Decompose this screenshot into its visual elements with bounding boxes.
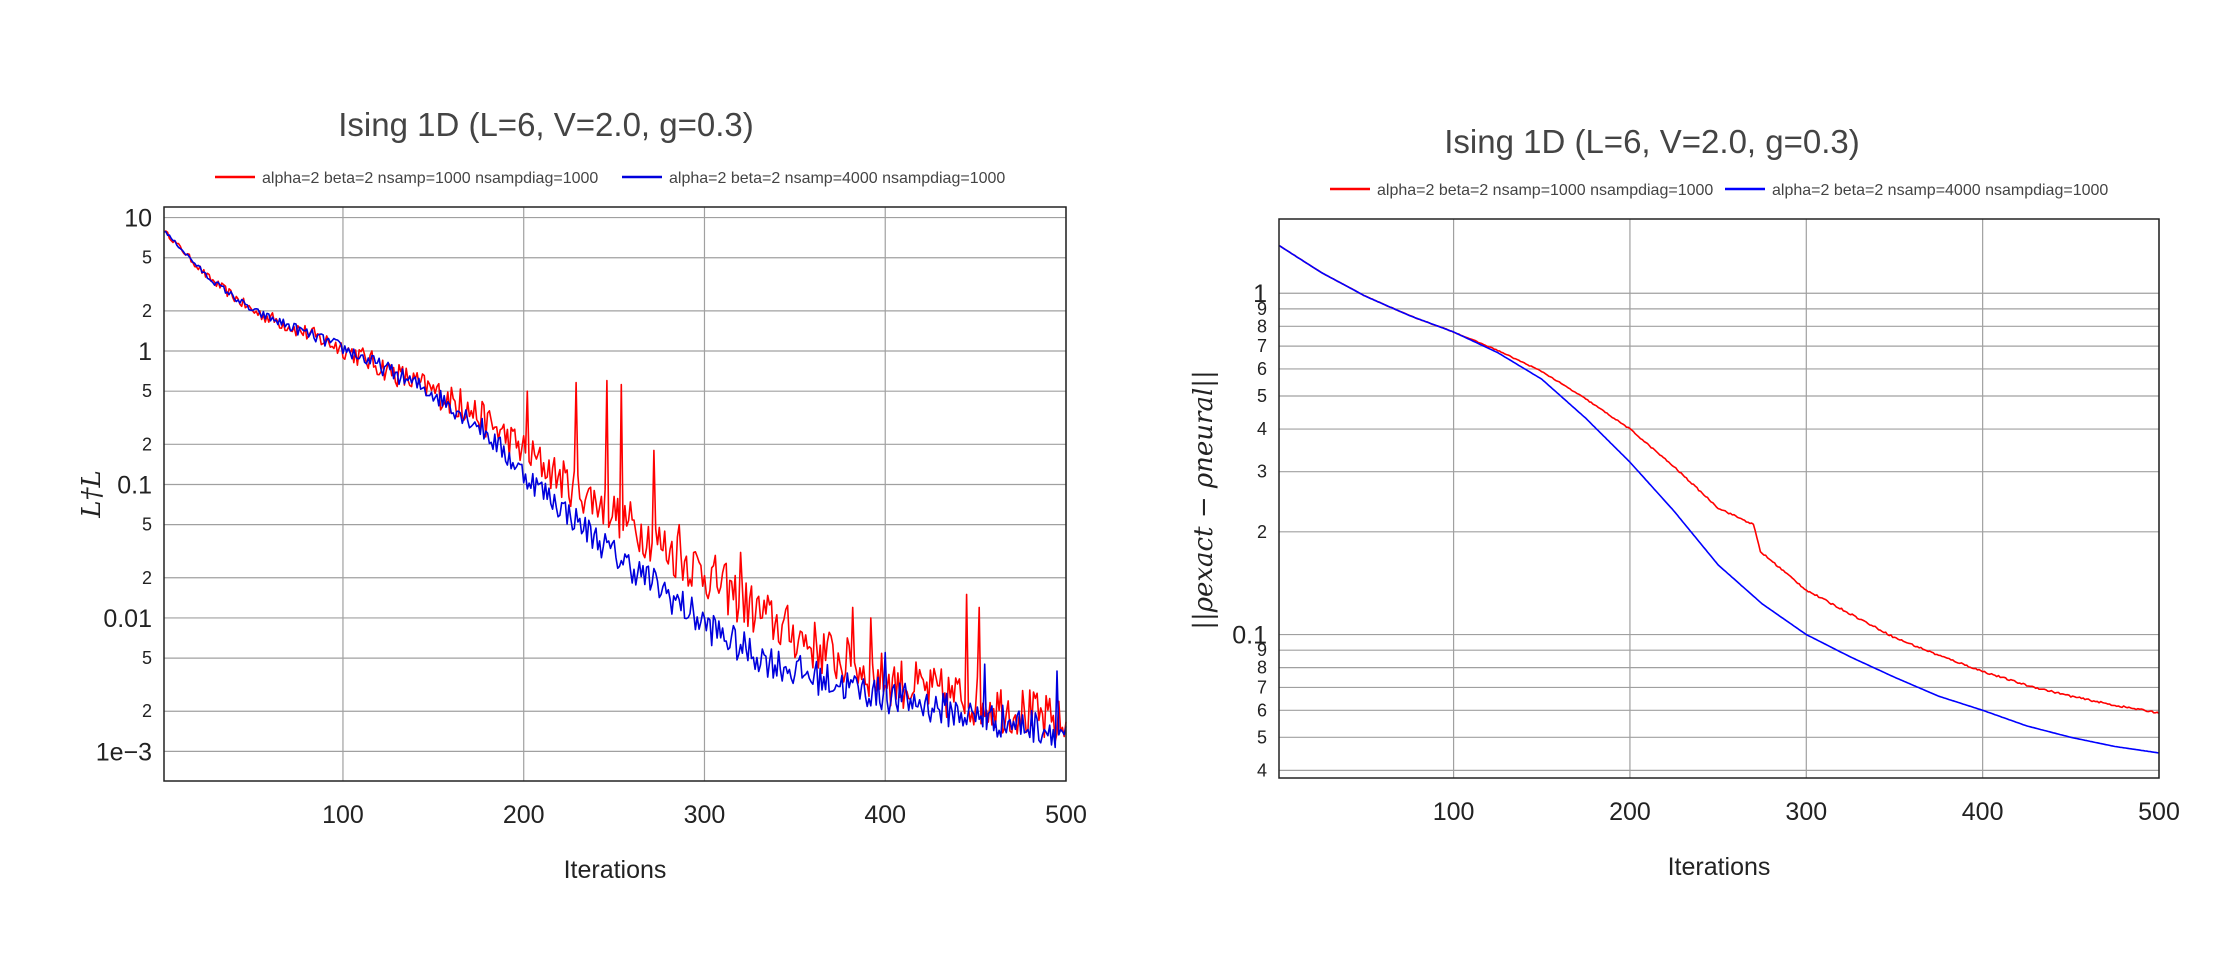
chart-left-legend: alpha=2 beta=2 nsamp=1000 nsampdiag=1000…	[215, 170, 1005, 187]
y-tick-label: 0.1	[1232, 622, 1267, 650]
series-line-blue	[1278, 244, 2160, 754]
legend-label-red: alpha=2 beta=2 nsamp=1000 nsampdiag=1000	[1377, 182, 1713, 199]
chart-left-plot-frame	[163, 206, 1067, 782]
y-tick-label: 4	[1257, 419, 1267, 439]
y-tick-label: 1	[1253, 280, 1267, 308]
y-tick-label: 5	[142, 648, 152, 668]
chart-right-series	[1278, 244, 2160, 754]
y-tick-label: 0.01	[103, 605, 152, 633]
x-tick-label: 500	[1045, 801, 1087, 829]
chart-right-grid	[1279, 219, 2160, 778]
x-tick-label: 100	[322, 801, 364, 829]
chart-right-xlabel: Iterations	[1668, 853, 1771, 881]
y-tick-label: 7	[1257, 336, 1267, 356]
chart-right: Ising 1D (L=6, V=2.0, g=0.3) alpha=2 bet…	[1189, 123, 2180, 881]
y-tick-label: 0.1	[117, 471, 152, 499]
chart-left-ticks: 100 200 300 400 500 10 1 0.1 0.01 1e−3 5 2 5 2 5 2 5 2	[96, 205, 1087, 829]
y-tick-label: 1e−3	[96, 738, 152, 766]
y-tick-label: 5	[142, 381, 152, 401]
y-tick-label: 3	[1257, 462, 1267, 482]
chart-right-plot-frame	[1278, 218, 2160, 779]
y-tick-label: 8	[1257, 658, 1267, 678]
y-tick-label: 6	[1257, 700, 1267, 720]
x-tick-label: 400	[864, 801, 906, 829]
y-tick-label: 9	[1257, 640, 1267, 660]
y-tick-label: 2	[142, 568, 152, 588]
y-tick-label: 4	[1257, 760, 1267, 780]
x-tick-label: 100	[1433, 798, 1475, 826]
series-line-red	[163, 230, 1067, 743]
chart-left: Ising 1D (L=6, V=2.0, g=0.3) alpha=2 bet…	[77, 106, 1087, 884]
y-tick-label: 2	[142, 434, 152, 454]
x-tick-label: 200	[503, 801, 545, 829]
y-tick-label: 10	[124, 205, 152, 233]
y-tick-label: 6	[1257, 359, 1267, 379]
y-tick-label: 5	[1257, 386, 1267, 406]
legend-label-blue: alpha=2 beta=2 nsamp=4000 nsampdiag=1000	[669, 170, 1005, 187]
x-tick-label: 200	[1609, 798, 1651, 826]
chart-right-legend: alpha=2 beta=2 nsamp=1000 nsampdiag=1000…	[1330, 182, 2108, 199]
y-tick-label: 8	[1257, 316, 1267, 336]
legend-label-blue: alpha=2 beta=2 nsamp=4000 nsampdiag=1000	[1772, 182, 2108, 199]
y-tick-label: 2	[142, 701, 152, 721]
x-tick-label: 300	[684, 801, 726, 829]
x-tick-label: 300	[1785, 798, 1827, 826]
chart-right-title: Ising 1D (L=6, V=2.0, g=0.3)	[1444, 123, 1860, 160]
y-tick-label: 9	[1257, 299, 1267, 319]
chart-left-title: Ising 1D (L=6, V=2.0, g=0.3)	[338, 106, 754, 143]
y-tick-label: 1	[138, 338, 152, 366]
chart-left-xlabel: Iterations	[564, 856, 667, 884]
chart-left-series	[163, 230, 1067, 749]
y-tick-label: 5	[1257, 727, 1267, 747]
chart-right-ylabel: ||ρexact − ρneural||	[1189, 370, 1219, 630]
x-tick-label: 500	[2138, 798, 2180, 826]
y-tick-label: 5	[142, 248, 152, 268]
y-tick-label: 7	[1257, 677, 1267, 697]
y-tick-label: 2	[1257, 522, 1267, 542]
chart-left-ylabel: L†L	[77, 470, 107, 519]
y-tick-label: 2	[142, 301, 152, 321]
chart-left-grid	[164, 207, 1067, 781]
x-tick-label: 400	[1962, 798, 2004, 826]
y-tick-label: 5	[142, 515, 152, 535]
legend-label-red: alpha=2 beta=2 nsamp=1000 nsampdiag=1000	[262, 170, 598, 187]
series-line-blue	[164, 230, 1067, 749]
